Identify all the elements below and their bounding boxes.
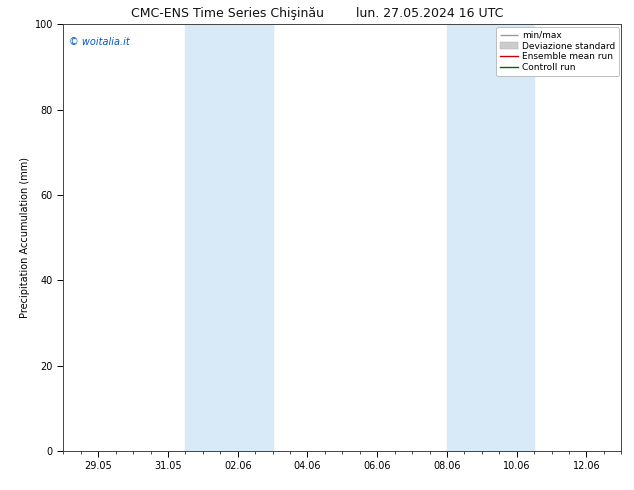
Text: CMC-ENS Time Series Chişinău        lun. 27.05.2024 16 UTC: CMC-ENS Time Series Chişinău lun. 27.05.… <box>131 7 503 21</box>
Legend: min/max, Deviazione standard, Ensemble mean run, Controll run: min/max, Deviazione standard, Ensemble m… <box>496 27 619 76</box>
Y-axis label: Precipitation Accumulation (mm): Precipitation Accumulation (mm) <box>20 157 30 318</box>
Text: © woitalia.it: © woitalia.it <box>69 37 130 48</box>
Bar <box>447 24 534 451</box>
Bar <box>186 24 273 451</box>
